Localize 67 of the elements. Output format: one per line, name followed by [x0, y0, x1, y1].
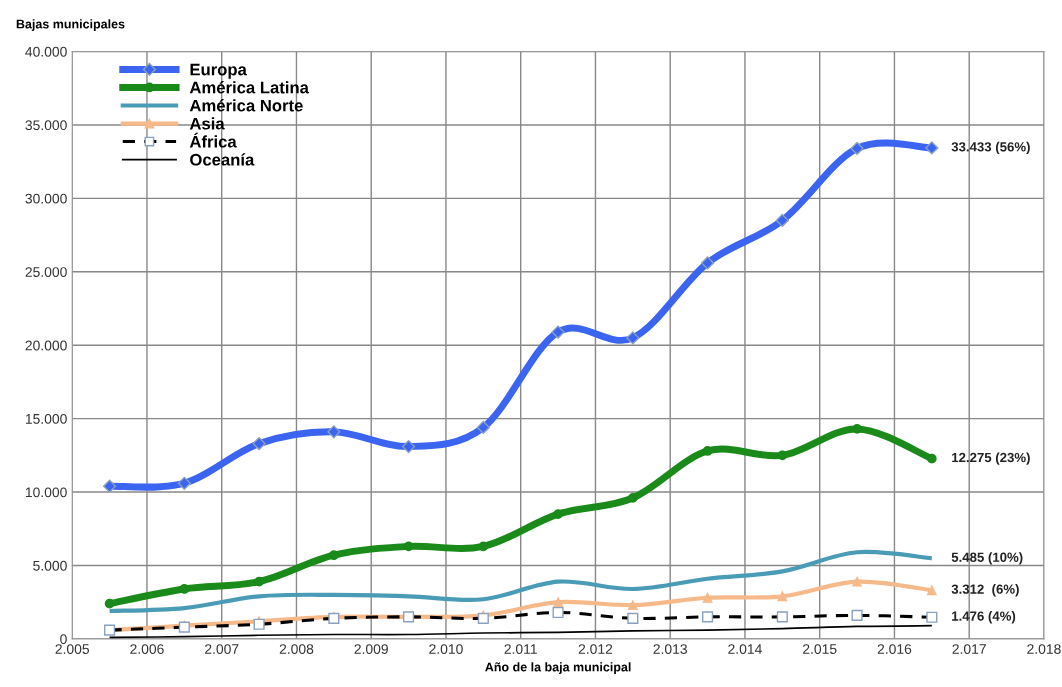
- x-tick-label: 2.012: [578, 644, 613, 654]
- x-tick-label: 2.017: [952, 644, 986, 654]
- data-label: 3.312 (6%): [951, 584, 1019, 597]
- data-label: 1.476 (4%): [952, 611, 1016, 624]
- point: [926, 453, 937, 464]
- point: [626, 331, 640, 345]
- x-tick-label: 2.014: [728, 644, 762, 654]
- point: [852, 424, 862, 434]
- point: [476, 420, 490, 435]
- x-tick-label: 2.009: [354, 644, 388, 654]
- y-tick-label: 15.000: [25, 413, 67, 424]
- point: [627, 493, 638, 503]
- point: [926, 585, 937, 596]
- point: [551, 325, 565, 339]
- point: [925, 141, 939, 155]
- x-axis-title: Año de la baja municipal: [485, 662, 631, 674]
- x-tick-label: 2.008: [279, 644, 314, 654]
- y-tick-label: 20.000: [25, 340, 67, 351]
- point: [700, 256, 715, 270]
- legend-label: Oceanía: [190, 153, 255, 166]
- y-tick-label: 35.000: [25, 120, 67, 131]
- y-tick-label: 30.000: [25, 193, 67, 204]
- point: [775, 213, 789, 227]
- y-tick-label: 25.000: [25, 267, 67, 277]
- point: [777, 591, 788, 602]
- legend-label: América Norte: [189, 99, 303, 112]
- point: [777, 450, 788, 461]
- point: [403, 541, 414, 552]
- point: [553, 597, 563, 608]
- point: [702, 592, 713, 603]
- point: [478, 541, 489, 552]
- point: [104, 598, 115, 609]
- point: [850, 141, 864, 156]
- point: [103, 479, 117, 493]
- point: [627, 600, 638, 610]
- x-tick-label: 2.013: [653, 644, 687, 654]
- x-tick-label: 2.007: [205, 644, 239, 654]
- x-tick-label: 2.005: [55, 644, 90, 654]
- point: [252, 437, 266, 451]
- x-tick-label: 2.011: [504, 644, 537, 654]
- y-axis-title: Bajas municipales: [16, 19, 125, 31]
- point: [328, 550, 339, 561]
- legend-label: América Latina: [189, 81, 310, 94]
- point: [254, 576, 264, 587]
- data-label: 12.275 (23%): [952, 452, 1030, 465]
- data-label: 33.433 (56%): [951, 141, 1030, 155]
- point: [702, 446, 713, 456]
- y-tick-label: 0: [60, 634, 67, 645]
- point: [327, 425, 341, 439]
- data-label: 5.485 (10%): [951, 552, 1023, 565]
- x-tick-label: 2.010: [429, 644, 463, 654]
- point: [179, 584, 190, 594]
- x-tick-label: 2.016: [877, 644, 912, 654]
- line-series: [107, 549, 934, 614]
- y-tick-label: 40.000: [25, 46, 67, 57]
- x-tick-label: 2.018: [1027, 644, 1061, 654]
- legend-label: África: [189, 132, 237, 148]
- x-tick-label: 2.015: [803, 644, 837, 654]
- y-tick-label: 5.000: [33, 560, 67, 571]
- point: [177, 476, 191, 490]
- point: [553, 509, 563, 519]
- point: [401, 439, 416, 454]
- legend-label: Europa: [190, 63, 247, 79]
- y-tick-label: 10.000: [25, 487, 67, 498]
- x-tick-label: 2.006: [130, 644, 164, 654]
- legend-label: Asia: [189, 117, 225, 130]
- point: [852, 576, 862, 587]
